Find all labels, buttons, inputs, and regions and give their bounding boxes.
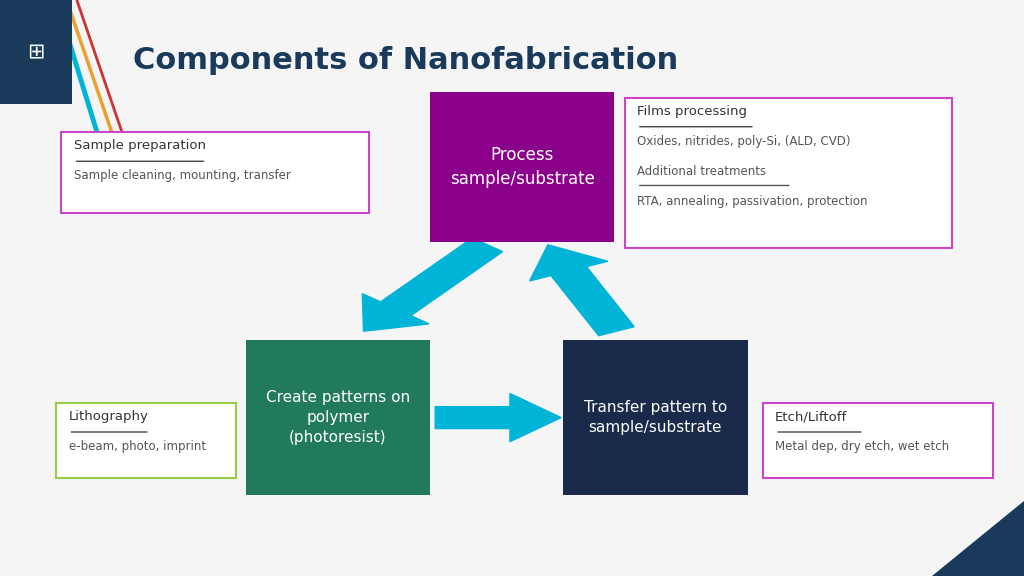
FancyBboxPatch shape <box>61 132 369 213</box>
FancyBboxPatch shape <box>563 340 748 495</box>
Text: Components of Nanofabrication: Components of Nanofabrication <box>133 46 678 75</box>
Text: Lithography: Lithography <box>69 410 148 423</box>
FancyBboxPatch shape <box>56 403 236 478</box>
FancyBboxPatch shape <box>246 340 430 495</box>
Text: Create patterns on
polymer
(photoresist): Create patterns on polymer (photoresist) <box>266 391 410 445</box>
Text: Sample preparation: Sample preparation <box>74 139 206 153</box>
FancyArrow shape <box>529 245 634 336</box>
FancyBboxPatch shape <box>430 92 614 242</box>
Polygon shape <box>932 501 1024 576</box>
Text: Metal dep, dry etch, wet etch: Metal dep, dry etch, wet etch <box>775 440 949 453</box>
Text: RTA, annealing, passivation, protection: RTA, annealing, passivation, protection <box>637 195 867 208</box>
Text: Transfer pattern to
sample/substrate: Transfer pattern to sample/substrate <box>584 400 727 435</box>
Text: Films processing: Films processing <box>637 105 746 118</box>
Text: ⊞: ⊞ <box>27 42 45 62</box>
Text: Additional treatments: Additional treatments <box>637 165 766 178</box>
Text: Sample cleaning, mounting, transfer: Sample cleaning, mounting, transfer <box>74 169 291 183</box>
Text: Process
sample/substrate: Process sample/substrate <box>450 146 595 188</box>
Text: e-beam, photo, imprint: e-beam, photo, imprint <box>69 440 206 453</box>
FancyArrow shape <box>362 238 503 331</box>
FancyArrow shape <box>435 393 561 442</box>
Text: Etch/Liftoff: Etch/Liftoff <box>775 410 848 423</box>
Text: Oxides, nitrides, poly-Si, (ALD, CVD): Oxides, nitrides, poly-Si, (ALD, CVD) <box>637 135 850 148</box>
FancyBboxPatch shape <box>0 0 72 104</box>
FancyBboxPatch shape <box>625 98 952 248</box>
FancyBboxPatch shape <box>763 403 993 478</box>
